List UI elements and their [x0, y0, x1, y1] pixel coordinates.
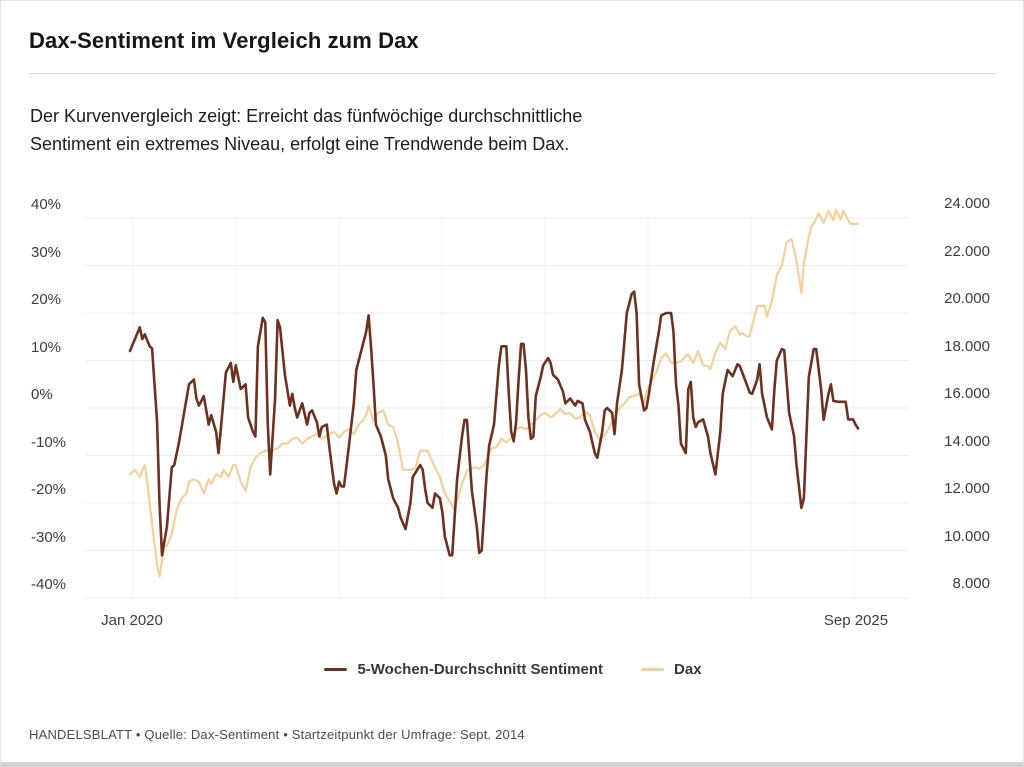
dax-line-swatch: [641, 667, 665, 671]
legend-label-dax: Dax: [674, 660, 702, 678]
y-tick-right: 24.000: [944, 195, 990, 212]
x-tick: Jan 2020: [101, 612, 163, 629]
y-tick-left: 10%: [31, 338, 62, 356]
y-tick-left: -40%: [31, 576, 67, 593]
y-tick-right: 22.000: [944, 242, 990, 260]
legend-label-sentiment: 5-Wochen-Durchschnitt Sentiment: [357, 660, 604, 678]
y-tick-right: 14.000: [944, 432, 990, 450]
subtitle-line-2: Sentiment ein extremes Niveau, erfolgt e…: [30, 134, 570, 154]
y-tick-right: 18.000: [944, 337, 990, 355]
x-tick: Sep 2025: [823, 612, 889, 629]
y-tick-left: 20%: [31, 291, 62, 308]
y-tick-left: 40%: [31, 196, 62, 213]
y-tick-right: 10.000: [944, 527, 990, 545]
y-tick-right: 8.000: [952, 575, 990, 592]
sentiment-line-swatch: [324, 667, 348, 671]
sentiment-line: [128, 290, 860, 557]
legend-item-dax: Dax: [641, 661, 702, 678]
chart-subtitle: Der Kurvenvergleich zeigt: Erreicht das …: [30, 102, 582, 158]
dax-line: [128, 208, 860, 578]
y-tick-left: -20%: [31, 481, 67, 498]
y-tick-right: 12.000: [944, 480, 990, 497]
chart-legend: 5-Wochen-Durchschnitt Sentiment Dax: [1, 658, 1023, 680]
legend-item-sentiment: 5-Wochen-Durchschnitt Sentiment: [324, 661, 603, 678]
y-tick-right: 20.000: [944, 290, 990, 307]
subtitle-line-1: Der Kurvenvergleich zeigt: Erreicht das …: [30, 106, 583, 126]
y-tick-left: 0%: [31, 386, 53, 403]
y-tick-left: -10%: [31, 433, 67, 451]
page-title: Dax-Sentiment im Vergleich zum Dax: [29, 28, 419, 53]
y-tick-left: -30%: [31, 528, 67, 546]
source-line: HANDELSBLATT • Quelle: Dax-Sentiment • S…: [29, 727, 525, 742]
y-tick-right: 16.000: [944, 385, 990, 402]
y-tick-left: 30%: [31, 243, 62, 261]
title-divider: [29, 73, 997, 74]
